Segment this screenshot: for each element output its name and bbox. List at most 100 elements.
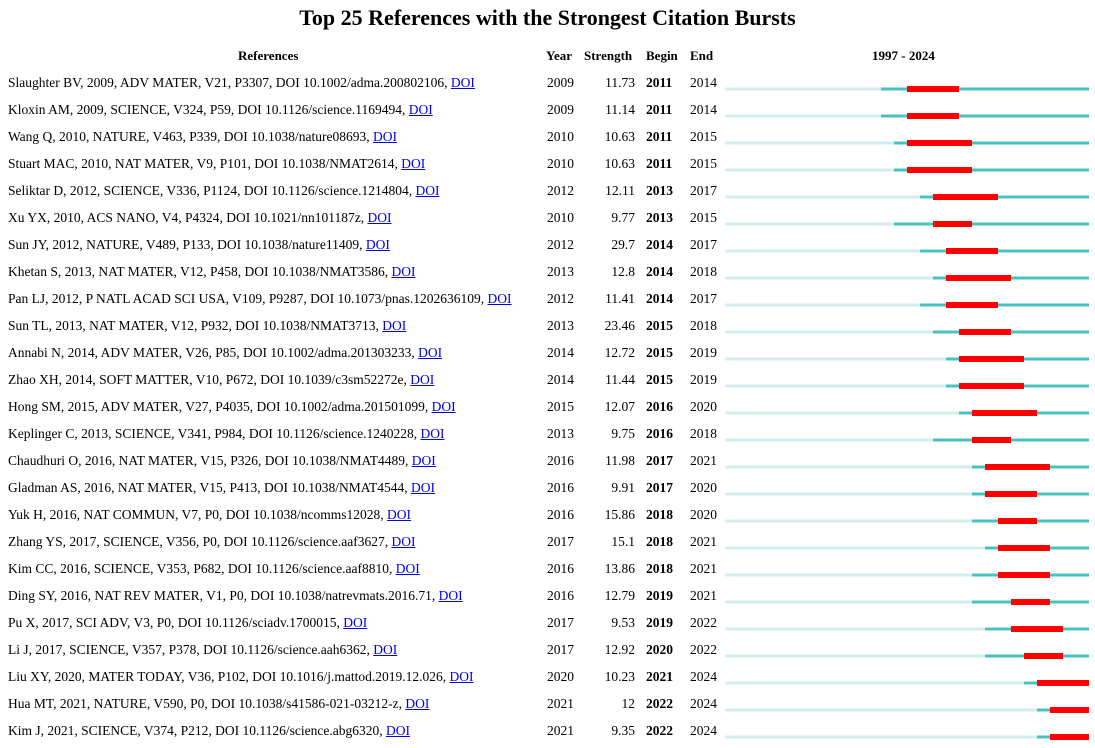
burst-bar	[1024, 653, 1063, 659]
doi-link[interactable]: DOI	[387, 507, 412, 522]
table-row: Liu XY, 2020, MATER TODAY, V36, P102, DO…	[0, 667, 1095, 694]
year-cell: 2009	[547, 102, 574, 117]
strength-cell: 12.8	[611, 264, 635, 279]
reference-cell: Pan LJ, 2012, P NATL ACAD SCI USA, V109,…	[8, 289, 512, 309]
reference-cell: Ding SY, 2016, NAT REV MATER, V1, P0, DO…	[8, 586, 463, 606]
doi-link[interactable]: DOI	[367, 210, 392, 225]
reference-text: Kim CC, 2016, SCIENCE, V353, P682, DOI 1…	[8, 561, 393, 576]
pre-publication-segment	[725, 222, 894, 226]
year-cell: 2009	[547, 75, 574, 90]
reference-cell: Chaudhuri O, 2016, NAT MATER, V15, P326,…	[8, 451, 436, 471]
doi-link[interactable]: DOI	[382, 318, 407, 333]
burst-bar	[959, 329, 1011, 335]
doi-link[interactable]: DOI	[395, 561, 420, 576]
end-cell: 2019	[690, 345, 717, 360]
burst-bar	[985, 464, 1050, 470]
doi-link[interactable]: DOI	[373, 129, 398, 144]
active-period-segment	[920, 249, 1089, 253]
doi-link[interactable]: DOI	[418, 345, 443, 360]
burst-bar	[972, 437, 1011, 443]
doi-link[interactable]: DOI	[401, 156, 426, 171]
reference-cell: Liu XY, 2020, MATER TODAY, V36, P102, DO…	[8, 667, 474, 687]
reference-cell: Kim J, 2021, SCIENCE, V374, P212, DOI 10…	[8, 721, 410, 741]
doi-link[interactable]: DOI	[411, 480, 436, 495]
table-row: Ding SY, 2016, NAT REV MATER, V1, P0, DO…	[0, 586, 1095, 613]
table-row: Li J, 2017, SCIENCE, V357, P378, DOI 10.…	[0, 640, 1095, 667]
doi-link[interactable]: DOI	[431, 399, 456, 414]
year-cell: 2015	[547, 399, 574, 414]
burst-bar	[946, 275, 1011, 281]
doi-link[interactable]: DOI	[415, 183, 440, 198]
doi-link[interactable]: DOI	[410, 372, 435, 387]
table-row: Hua MT, 2021, NATURE, V590, P0, DOI 10.1…	[0, 694, 1095, 721]
end-cell: 2018	[690, 318, 717, 333]
begin-cell: 2018	[646, 534, 673, 549]
year-cell: 2012	[547, 183, 574, 198]
strength-cell: 15.1	[611, 534, 635, 549]
reference-cell: Slaughter BV, 2009, ADV MATER, V21, P330…	[8, 73, 475, 93]
page-title: Top 25 References with the Strongest Cit…	[299, 5, 796, 30]
reference-cell: Sun JY, 2012, NATURE, V489, P133, DOI 10…	[8, 235, 390, 255]
pre-publication-segment	[725, 141, 894, 145]
table-row: Pan LJ, 2012, P NATL ACAD SCI USA, V109,…	[0, 289, 1095, 316]
end-cell: 2014	[690, 75, 717, 90]
doi-link[interactable]: DOI	[373, 642, 398, 657]
doi-link[interactable]: DOI	[391, 534, 416, 549]
reference-cell: Hua MT, 2021, NATURE, V590, P0, DOI 10.1…	[8, 694, 429, 714]
header-end: End	[690, 48, 714, 63]
header-year: Year	[546, 48, 572, 63]
year-cell: 2012	[547, 237, 574, 252]
burst-bar	[1011, 626, 1063, 632]
pre-publication-segment	[725, 492, 972, 496]
reference-cell: Li J, 2017, SCIENCE, V357, P378, DOI 10.…	[8, 640, 397, 660]
reference-text: Li J, 2017, SCIENCE, V357, P378, DOI 10.…	[8, 642, 370, 657]
strength-cell: 11.44	[605, 372, 635, 387]
begin-cell: 2011	[646, 129, 673, 144]
end-cell: 2017	[690, 291, 717, 306]
doi-link[interactable]: DOI	[385, 723, 410, 738]
strength-cell: 12.92	[604, 642, 635, 657]
reference-cell: Sun TL, 2013, NAT MATER, V12, P932, DOI …	[8, 316, 406, 336]
doi-link[interactable]: DOI	[411, 453, 436, 468]
table-row: Zhang YS, 2017, SCIENCE, V356, P0, DOI 1…	[0, 532, 1095, 559]
doi-link[interactable]: DOI	[343, 615, 368, 630]
pre-publication-segment	[725, 411, 959, 415]
reference-text: Pu X, 2017, SCI ADV, V3, P0, DOI 10.1126…	[8, 615, 340, 630]
pre-publication-segment	[725, 303, 920, 307]
strength-cell: 9.75	[611, 426, 635, 441]
doi-link[interactable]: DOI	[391, 264, 416, 279]
reference-cell: Khetan S, 2013, NAT MATER, V12, P458, DO…	[8, 262, 416, 282]
reference-text: Khetan S, 2013, NAT MATER, V12, P458, DO…	[8, 264, 389, 279]
end-cell: 2018	[690, 426, 717, 441]
end-cell: 2018	[690, 264, 717, 279]
end-cell: 2014	[690, 102, 717, 117]
doi-link[interactable]: DOI	[365, 237, 390, 252]
pre-publication-segment	[725, 600, 972, 604]
header-time-range: 1997 - 2024	[872, 48, 935, 63]
reference-text: Hong SM, 2015, ADV MATER, V27, P4035, DO…	[8, 399, 429, 414]
end-cell: 2024	[690, 723, 717, 738]
doi-link[interactable]: DOI	[450, 75, 475, 90]
reference-text: Slaughter BV, 2009, ADV MATER, V21, P330…	[8, 75, 448, 90]
doi-link[interactable]: DOI	[487, 291, 512, 306]
pre-publication-segment	[725, 168, 894, 172]
strength-cell: 12.11	[605, 183, 635, 198]
active-period-segment	[894, 222, 1089, 226]
active-period-segment	[894, 168, 1089, 172]
doi-link[interactable]: DOI	[420, 426, 445, 441]
doi-link[interactable]: DOI	[449, 669, 474, 684]
begin-cell: 2011	[646, 75, 673, 90]
begin-cell: 2017	[646, 480, 673, 495]
begin-cell: 2013	[646, 210, 673, 225]
begin-cell: 2014	[646, 264, 673, 279]
pre-publication-segment	[725, 249, 920, 253]
doi-link[interactable]: DOI	[408, 102, 433, 117]
doi-link[interactable]: DOI	[438, 588, 463, 603]
active-period-segment	[894, 141, 1089, 145]
burst-bar	[1050, 734, 1089, 740]
begin-cell: 2020	[646, 642, 673, 657]
burst-bar	[933, 194, 998, 200]
pre-publication-segment	[725, 87, 881, 91]
doi-link[interactable]: DOI	[405, 696, 430, 711]
